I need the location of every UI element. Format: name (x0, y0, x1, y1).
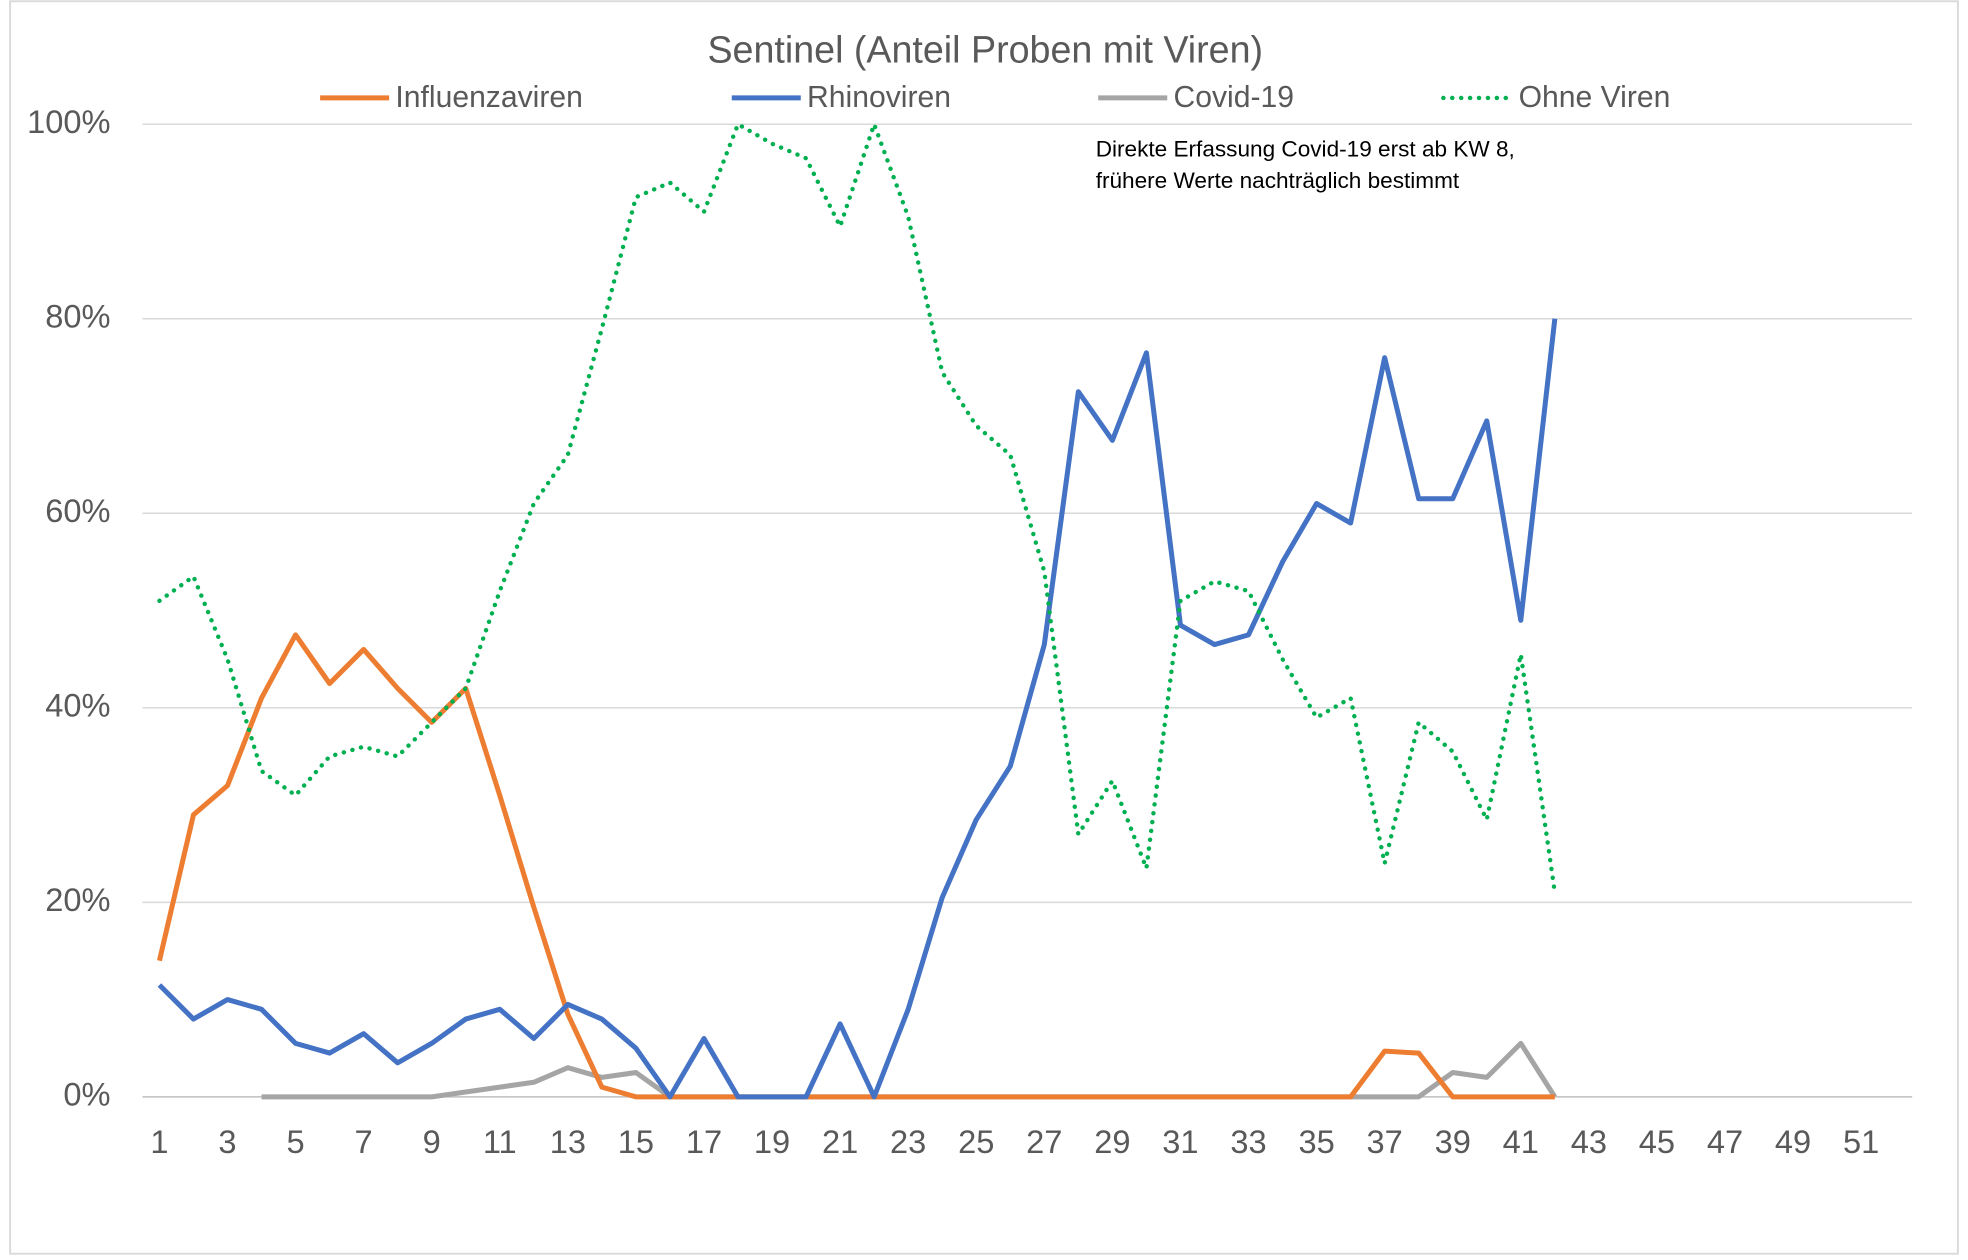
y-tick-label: 60% (45, 492, 110, 529)
x-tick-label: 49 (1775, 1123, 1811, 1160)
x-tick-label: 3 (218, 1123, 236, 1160)
x-tick-label: 5 (286, 1123, 304, 1160)
x-tick-label: 39 (1435, 1123, 1471, 1160)
x-tick-label: 45 (1639, 1123, 1675, 1160)
y-tick-label: 40% (45, 686, 110, 723)
x-tick-label: 7 (355, 1123, 373, 1160)
chart-border (9, 0, 1959, 1255)
x-tick-label: 47 (1707, 1123, 1743, 1160)
x-tick-label: 19 (754, 1123, 790, 1160)
x-tick-label: 31 (1162, 1123, 1198, 1160)
y-tick-label: 100% (27, 103, 110, 140)
series-line (156, 632, 1555, 1100)
annotation: frühere Werte nachträglich bestimmt (1096, 168, 1460, 193)
x-tick-label: 17 (686, 1123, 722, 1160)
x-tick-label: 27 (1026, 1123, 1062, 1160)
x-tick-label: 11 (483, 1123, 517, 1160)
legend-label: Covid-19 (1174, 81, 1295, 114)
x-tick-label: 35 (1298, 1123, 1334, 1160)
x-tick-label: 43 (1571, 1123, 1607, 1160)
x-tick-label: 15 (618, 1123, 654, 1160)
legend-label: Rhinoviren (807, 81, 951, 114)
chart-title: Sentinel (Anteil Proben mit Viren) (707, 29, 1263, 71)
x-tick-label: 13 (550, 1123, 586, 1160)
x-tick-label: 25 (958, 1123, 994, 1160)
x-tick-label: 41 (1503, 1123, 1539, 1160)
series-line (157, 318, 1558, 1100)
y-tick-label: 0% (63, 1075, 110, 1112)
legend-label: Ohne Viren (1519, 81, 1671, 114)
legend-label: Influenzaviren (395, 81, 582, 114)
x-tick-label: 1 (150, 1123, 168, 1160)
x-tick-label: 37 (1367, 1123, 1403, 1160)
x-tick-label: 23 (890, 1123, 926, 1160)
y-tick-label: 20% (45, 881, 110, 918)
x-tick-label: 9 (423, 1123, 441, 1160)
annotation: Direkte Erfassung Covid-19 erst ab KW 8, (1096, 137, 1515, 162)
x-tick-label: 29 (1094, 1123, 1130, 1160)
y-tick-label: 80% (45, 297, 110, 334)
x-tick-label: 51 (1843, 1123, 1879, 1160)
x-tick-label: 21 (822, 1123, 858, 1160)
x-tick-label: 33 (1230, 1123, 1266, 1160)
